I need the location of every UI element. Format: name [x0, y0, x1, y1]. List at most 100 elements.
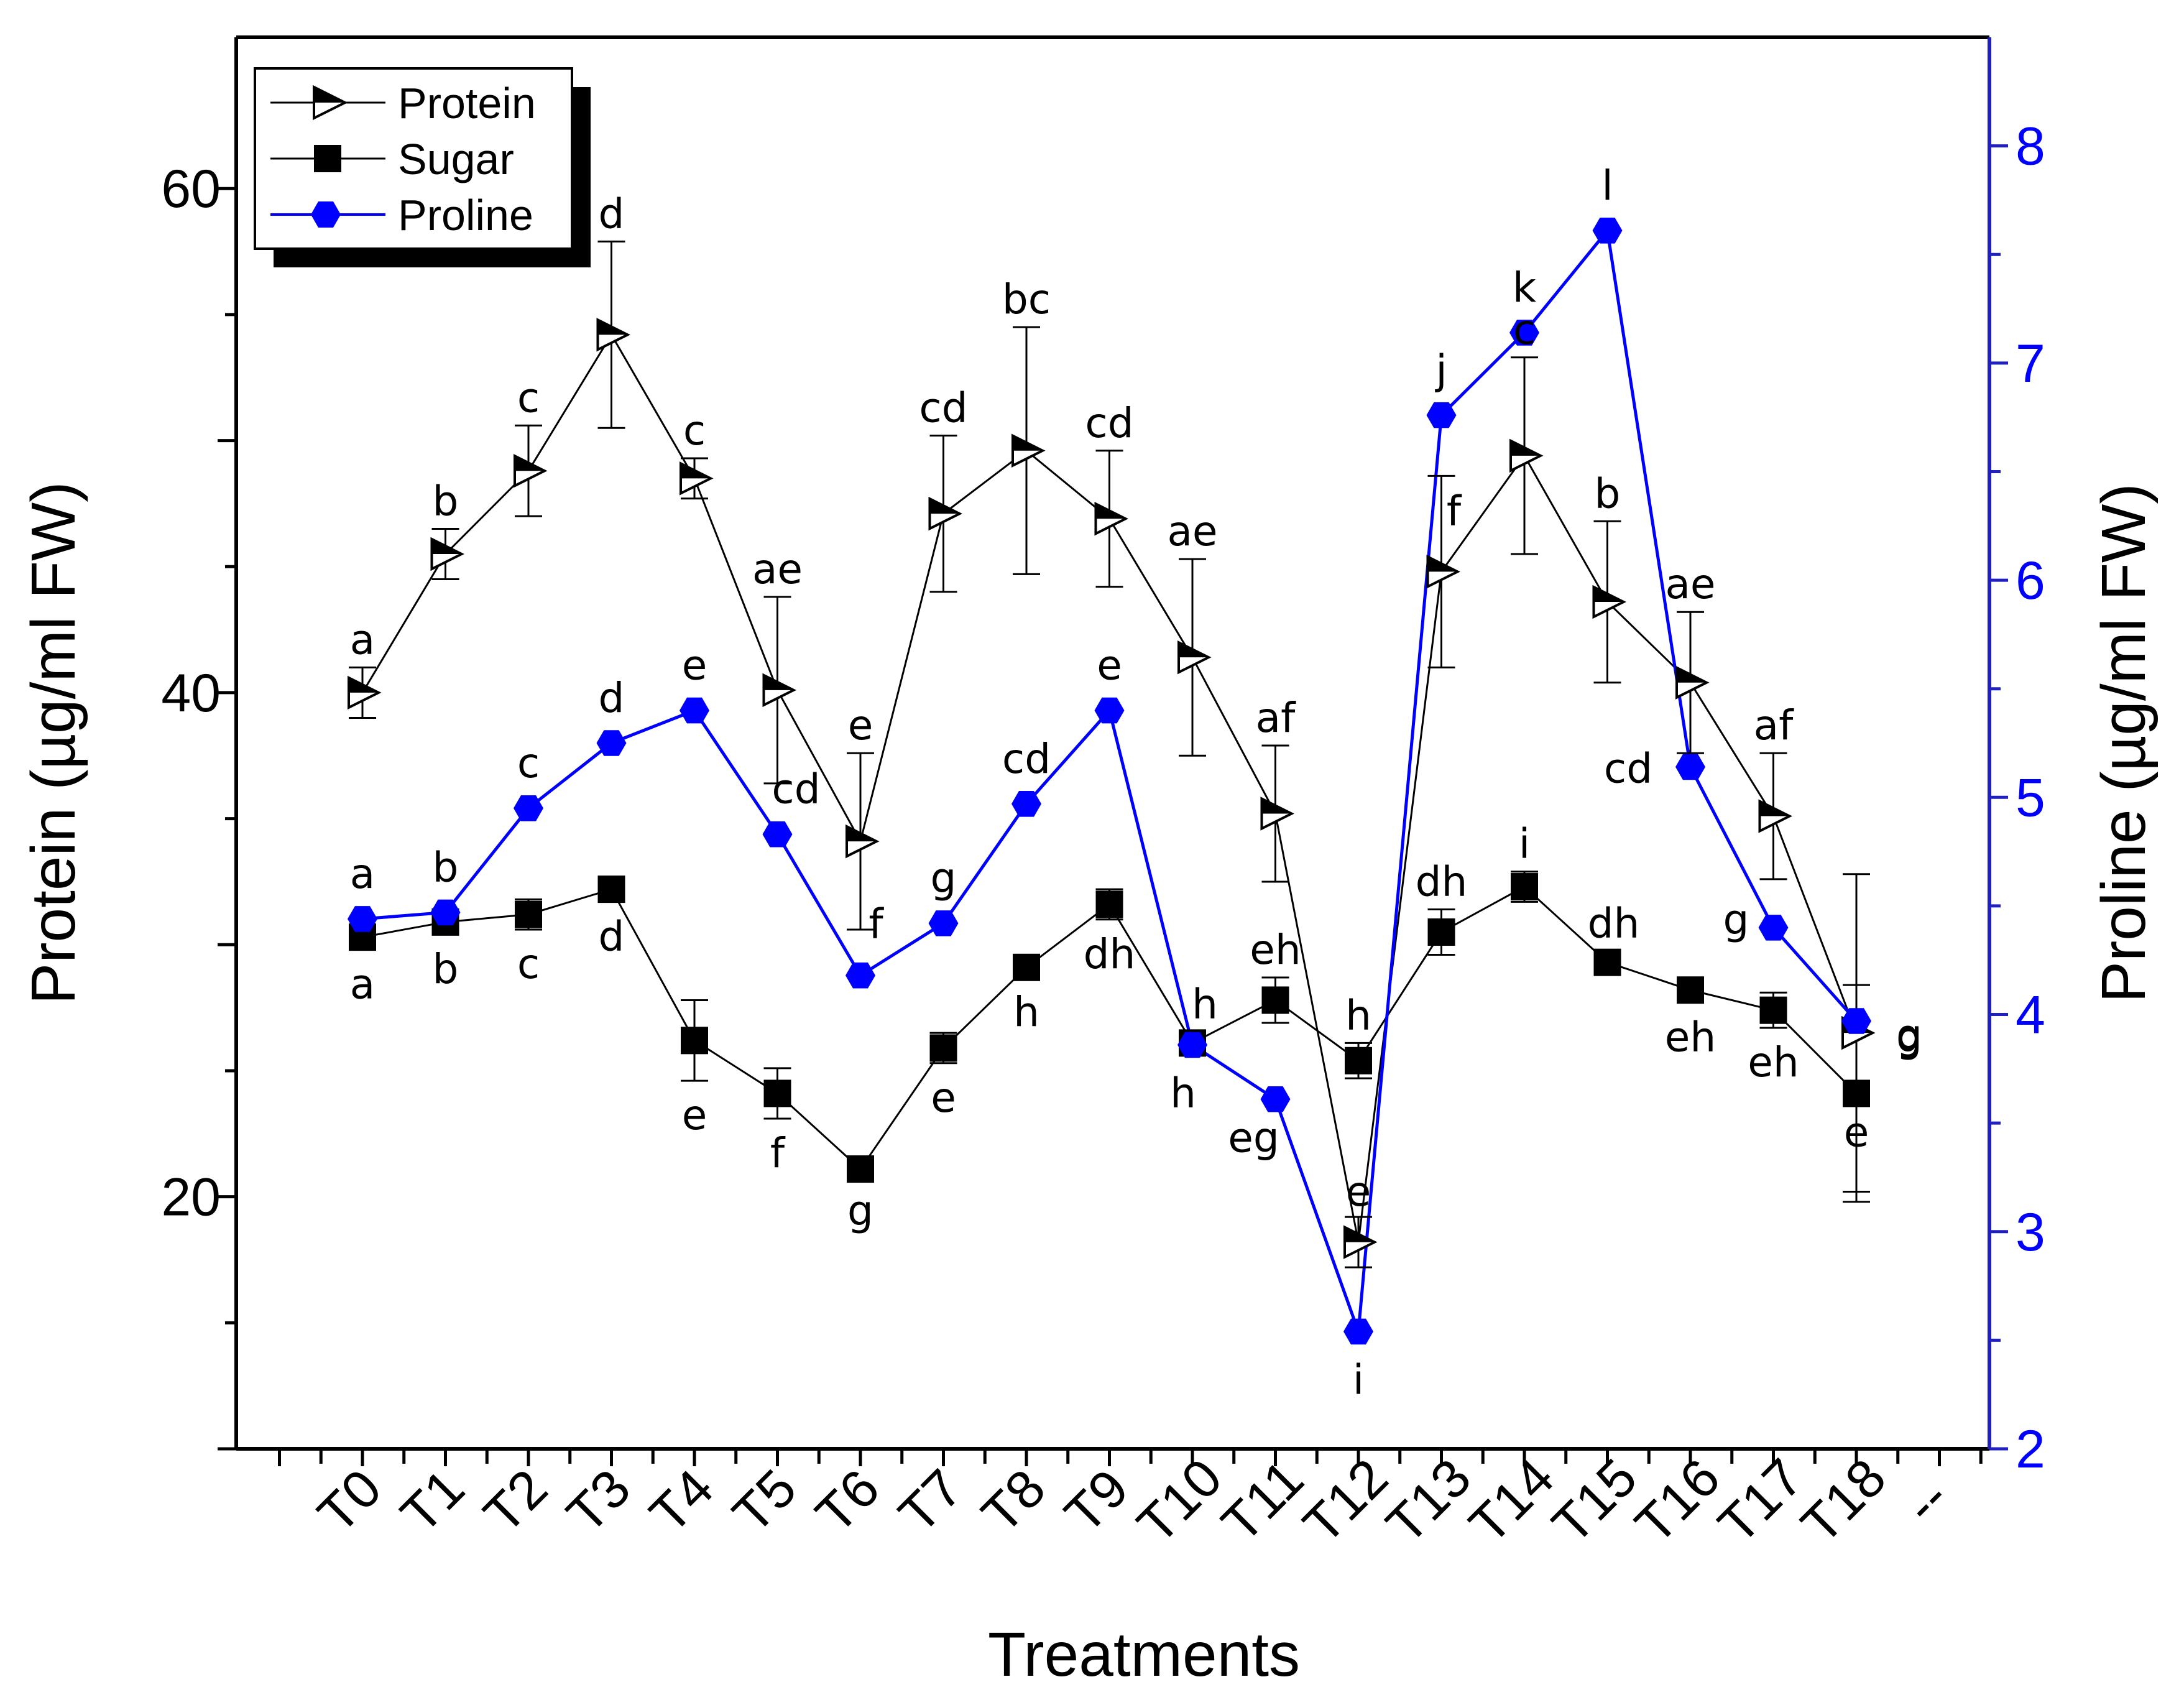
proline-sig-label: g: [1896, 1011, 1922, 1059]
proline-point: [1675, 754, 1705, 780]
sugar-point: [1427, 918, 1455, 946]
proline-sig-label: e: [682, 642, 707, 690]
proline-sig-label: h: [1170, 1069, 1196, 1117]
proline-sig-label: eg: [1228, 1114, 1279, 1162]
proline-sig-label: k: [1513, 264, 1537, 312]
sugar-sig-label: e: [931, 1074, 956, 1122]
legend-protein-label: Protein: [398, 79, 536, 127]
protein-point-fill: [1345, 1227, 1375, 1242]
x-tick-label: T2: [472, 1458, 559, 1545]
right-axis-title: Proline (µg/ml FW): [2089, 483, 2159, 1002]
protein-sig-label: a: [350, 616, 375, 663]
proline-point: [1011, 791, 1041, 817]
protein-point-fill: [349, 677, 379, 693]
protein-point-fill: [847, 826, 877, 842]
legend-item-sugar: Sugar: [270, 135, 514, 183]
protein-point-fill: [681, 463, 711, 479]
x-tick-label: T3: [556, 1458, 642, 1545]
protein-sig-label: e: [1346, 1168, 1371, 1216]
sugar-sig-label: b: [433, 945, 459, 993]
legend-item-protein: Protein: [270, 79, 536, 127]
x-tick-label: T4: [638, 1458, 725, 1545]
protein-sig-label: bc: [1002, 275, 1051, 323]
protein-point-fill: [763, 675, 794, 690]
x-tick-label: T12: [1292, 1448, 1399, 1555]
x-tick-label: T14: [1458, 1448, 1565, 1555]
proline-sig-label: a: [350, 850, 375, 898]
protein-sig-label: ae: [1167, 507, 1217, 555]
proline-point: [1343, 1318, 1373, 1345]
legend: Protein Sugar Proline: [254, 67, 591, 267]
legend-sugar-marker: [314, 145, 341, 172]
protein-sig-label: c: [683, 407, 706, 455]
proline-sig-label: b: [433, 843, 459, 891]
legend-proline-label: Proline: [398, 191, 533, 239]
sugar-point: [1013, 953, 1040, 981]
sugar-sig-label: i: [1519, 820, 1530, 868]
sugar-sig-label: h: [1192, 980, 1218, 1028]
protein-point-fill: [1511, 440, 1541, 456]
protein-point-fill: [1677, 667, 1707, 683]
right-y-ticks: 2 3 4 5 6 7 8: [1989, 117, 2045, 1479]
proline-point: [1509, 320, 1539, 346]
sugar-sig-label: e: [682, 1091, 707, 1139]
sugar-point: [681, 1027, 708, 1055]
left-tick-label: 60: [161, 159, 221, 219]
left-y-ticks: 20 40 60: [161, 159, 236, 1451]
sugar-sig-label: dh: [1416, 858, 1468, 906]
sugar-point: [1095, 890, 1123, 918]
proline-sig-label: cd: [1604, 744, 1652, 792]
right-tick-label: 3: [2016, 1203, 2045, 1262]
protein-point-fill: [1013, 435, 1043, 451]
proline-sig-label: e: [1097, 642, 1122, 690]
x-tick-label: T15: [1541, 1448, 1649, 1555]
sugar-sig-label: eh: [1748, 1038, 1799, 1086]
x-tick-label: T11: [1210, 1449, 1315, 1553]
sugar-point: [1511, 873, 1538, 901]
x-tick-label: T7: [888, 1458, 974, 1545]
x-tick-label: --: [1893, 1467, 1960, 1535]
x-tick-label: T16: [1624, 1448, 1731, 1555]
proline-point: [1177, 1032, 1207, 1058]
sugar-sig-label: eh: [1665, 1014, 1716, 1061]
proline-point: [1758, 915, 1789, 941]
sugar-point: [1593, 948, 1621, 976]
protein-sig-label: b: [1595, 469, 1621, 517]
sugar-point: [763, 1079, 791, 1107]
protein-point-fill: [1427, 557, 1458, 572]
sugar-sig-label: f: [770, 1129, 786, 1177]
proline-point: [348, 906, 377, 932]
left-tick-label: 20: [161, 1168, 221, 1227]
x-axis-title: Treatments: [988, 1620, 1300, 1689]
protein-point-fill: [1593, 587, 1624, 602]
protein-point-fill: [1179, 642, 1209, 658]
protein-sig-label: g: [1896, 1014, 1922, 1061]
proline-sig-label: l: [1601, 162, 1613, 210]
protein-sig-label: ae: [752, 545, 803, 593]
proline-sig-label: g: [1723, 896, 1749, 944]
x-tick-label: T9: [1054, 1458, 1140, 1545]
protein-sig-label: c: [517, 374, 540, 422]
right-tick-label: 7: [2016, 334, 2045, 394]
x-tick-label: T5: [722, 1458, 808, 1545]
left-tick-label: 40: [161, 663, 221, 723]
protein-sig-label: af: [1754, 701, 1794, 749]
sugar-point: [847, 1155, 874, 1183]
protein-sig-label: cd: [919, 384, 967, 432]
proline-sig-label: j: [1434, 346, 1447, 394]
proline-point: [1841, 1008, 1871, 1034]
right-tick-label: 4: [2016, 986, 2045, 1045]
sugar-sig-label: dh: [1588, 900, 1640, 948]
proline-sig-label: i: [1353, 1356, 1364, 1403]
proline-sig-label: c: [517, 739, 540, 787]
legend-proline-marker: [311, 201, 341, 228]
sugar-sig-label: h: [1345, 991, 1371, 1039]
proline-sig-label: cd: [1002, 735, 1051, 783]
proline-point: [928, 910, 959, 936]
left-axis-title: Protein (µg/ml FW): [19, 481, 88, 1004]
legend-sugar-label: Sugar: [398, 135, 514, 183]
sugar-point: [1345, 1047, 1372, 1074]
protein-point-fill: [1261, 798, 1292, 814]
